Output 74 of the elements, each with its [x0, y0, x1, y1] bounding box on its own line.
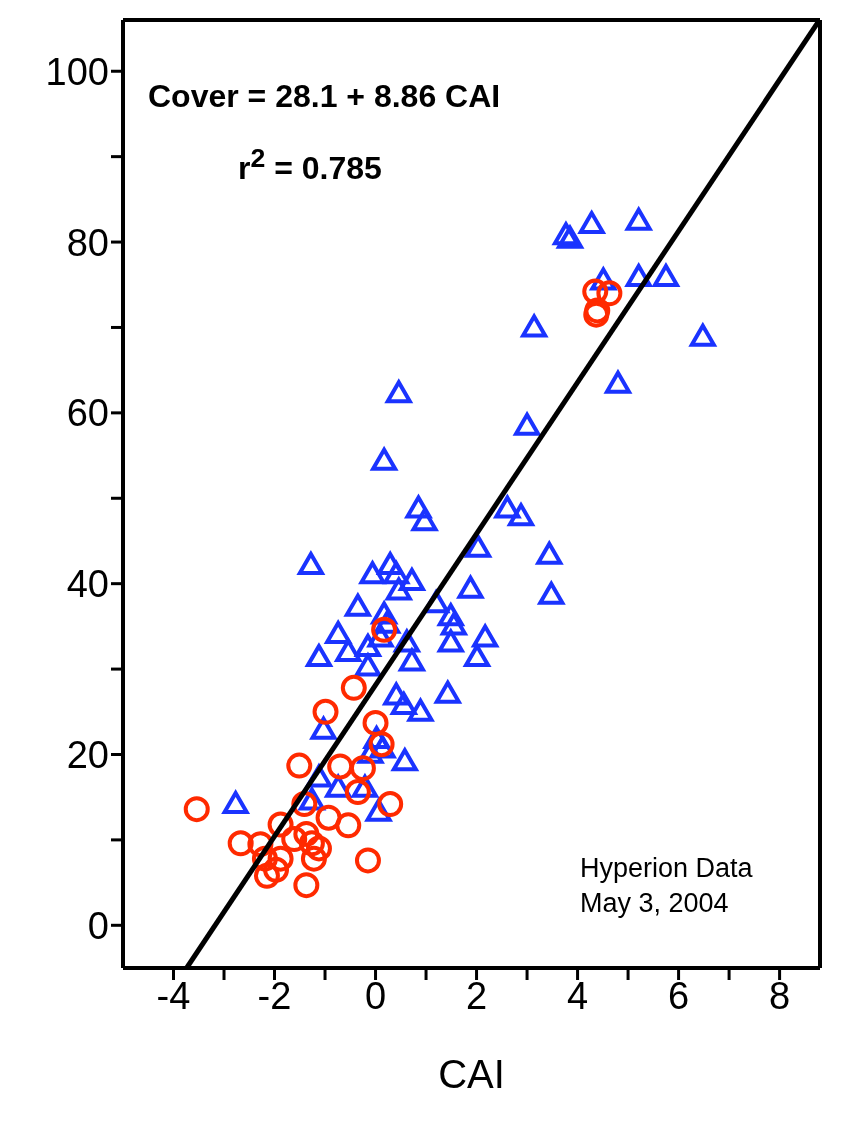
point — [305, 835, 332, 862]
point — [325, 621, 352, 645]
y-tick-label: 20 — [66, 733, 109, 776]
point — [385, 380, 412, 404]
point — [652, 264, 679, 288]
point — [227, 830, 254, 857]
point — [281, 826, 308, 853]
point — [253, 862, 280, 889]
x-tick-label: 0 — [364, 974, 387, 1017]
point — [305, 644, 332, 668]
point — [344, 779, 371, 806]
point — [300, 845, 327, 872]
x-tick-label: 2 — [465, 974, 488, 1017]
point — [464, 644, 491, 668]
x-tick-label: 8 — [769, 974, 791, 1017]
point — [298, 830, 325, 857]
point — [537, 579, 566, 605]
point — [383, 561, 410, 585]
point — [354, 633, 381, 657]
x-tick-label: -2 — [257, 974, 292, 1017]
y-tick-label: 60 — [66, 392, 109, 435]
point — [371, 616, 398, 643]
x-tick-label: 4 — [566, 974, 589, 1017]
point — [493, 493, 522, 519]
point — [340, 674, 367, 701]
point — [263, 856, 290, 883]
point — [512, 410, 541, 436]
point — [390, 691, 417, 715]
point — [465, 534, 492, 558]
point — [377, 791, 404, 818]
point — [327, 753, 354, 780]
x-axis-title: CAI — [438, 1052, 505, 1096]
point — [472, 624, 499, 648]
point — [411, 508, 438, 532]
point — [354, 847, 381, 874]
point — [335, 639, 362, 662]
point — [398, 648, 425, 672]
point — [222, 791, 249, 815]
annotation: Cover = 28.1 + 8.86 CAI — [148, 78, 501, 115]
point — [404, 493, 433, 519]
point — [456, 573, 485, 599]
annotation: May 3, 2004 — [580, 888, 729, 919]
point — [578, 211, 605, 235]
point — [381, 680, 410, 706]
y-tick-label: 100 — [45, 50, 109, 93]
point — [293, 820, 320, 847]
y-tick-label: 0 — [87, 904, 109, 947]
point — [624, 205, 653, 231]
point — [286, 752, 313, 779]
point — [398, 568, 425, 592]
point — [406, 696, 435, 722]
point — [267, 845, 294, 872]
y-tick-label: 40 — [66, 563, 109, 606]
point — [521, 314, 548, 338]
point — [552, 222, 579, 246]
point — [349, 755, 376, 782]
point — [362, 709, 389, 736]
point — [297, 551, 324, 575]
x-tick-label: 6 — [668, 974, 690, 1017]
point — [183, 796, 210, 823]
point — [391, 748, 418, 772]
point — [315, 804, 342, 831]
point — [359, 561, 386, 585]
point — [440, 612, 467, 636]
point — [293, 872, 320, 899]
y-tick-label: 80 — [66, 221, 109, 264]
point — [354, 651, 381, 677]
annotation: Hyperion Data — [580, 853, 753, 884]
point — [508, 503, 534, 527]
annotation: r$^{2}$ = 0.785 — [238, 143, 382, 187]
point — [312, 698, 339, 725]
point — [335, 812, 362, 839]
point — [437, 603, 464, 627]
x-tick-label: -4 — [156, 974, 191, 1017]
